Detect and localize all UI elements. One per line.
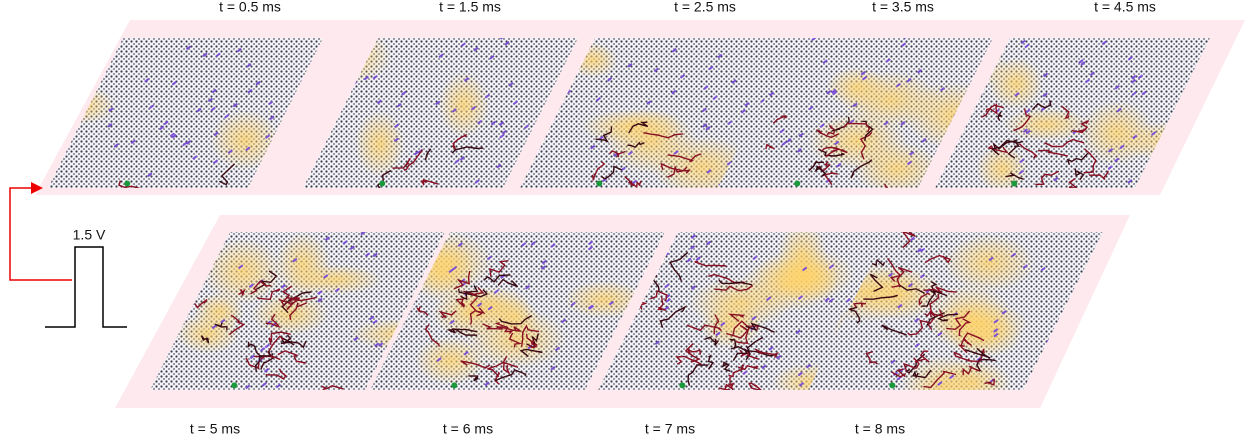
defect [1197,179,1201,182]
time-label: t = 0.5 ms [219,0,281,15]
defect [1077,371,1081,374]
time-label: t = 2.5 ms [674,0,736,15]
time-label: t = 3.5 ms [872,0,934,15]
electrode [889,382,895,388]
defect [1175,165,1179,168]
time-label: t = 7 ms [645,421,695,437]
heat-glow [355,111,405,178]
electrode [451,382,457,388]
defect [1075,380,1079,383]
defect [173,241,177,244]
time-label: t = 1.5 ms [439,0,501,15]
electrode [794,181,800,187]
electrode [596,181,602,187]
heat-glow [275,232,331,298]
voltage-pulse [45,247,127,327]
defect [1078,387,1082,390]
time-label: t = 5 ms [190,421,240,437]
heat-glow [605,108,697,174]
trigger-arrow [10,188,72,280]
defect [178,263,182,266]
electrode [1011,181,1017,187]
heat-glow [438,72,489,138]
heat-glow [944,234,1035,291]
heat-glow [988,57,1043,110]
time-label: t = 6 ms [443,421,493,437]
time-label: t = 4.5 ms [1094,0,1156,15]
heat-glow [1002,108,1090,142]
heat-glow [826,67,888,107]
electrode [124,181,130,187]
figure: t = 0.5 ms t = 1.5 ms t = 2.5 ms t = 3.5 ms… [0,0,1255,444]
heat-glow [806,113,908,169]
heat-glow [777,222,827,288]
pulse-label: 1.5 V [73,227,106,243]
electrode [379,181,385,187]
electrode [231,382,237,388]
defect [84,62,88,65]
time-label: t = 8 ms [855,421,905,437]
electrode [679,382,685,388]
defect [1182,177,1186,180]
